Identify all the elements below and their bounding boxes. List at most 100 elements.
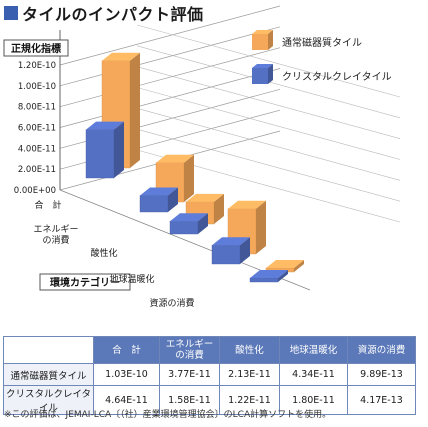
table-header-energy: エネルギー の消費	[159, 336, 220, 364]
bar-ceramic	[265, 260, 304, 273]
bar-front	[85, 129, 115, 179]
table-cell: 1.22E-11	[219, 385, 280, 415]
table-row: クリスタルクレイタイル 4.64E-11 1.58E-11 1.22E-11 1…	[3, 385, 416, 415]
grid-line	[59, 68, 281, 128]
bar-side	[294, 260, 304, 272]
bar-top	[170, 213, 208, 222]
table-cell: 2.13E-11	[219, 363, 280, 386]
grid-line	[136, 128, 401, 202]
table-cell: 4.34E-11	[279, 363, 348, 386]
legend-swatch-top	[252, 64, 273, 68]
ylabel: 正規化指標	[11, 42, 61, 55]
bar-crystal	[249, 270, 288, 283]
bar-top	[212, 237, 250, 246]
bar-top	[250, 270, 288, 278]
xlabel: 環境カテゴリー	[50, 276, 120, 289]
y-tick-label: 0.00E+00	[14, 186, 56, 196]
y-tick-label: 1.20E-10	[18, 61, 56, 71]
y-tick-label: 6.00E-11	[18, 124, 56, 134]
ylabel-frame	[3, 39, 69, 57]
xlabel-box: 環境カテゴリー	[39, 273, 131, 291]
bar-crystal	[211, 237, 250, 265]
legend-item-ceramic: 通常磁器質タイル	[252, 30, 362, 50]
table-cell: 4.17E-13	[347, 385, 416, 415]
bar-side	[198, 213, 208, 234]
category-label: の消費	[42, 234, 69, 246]
grid-line	[59, 47, 281, 108]
grid-line	[136, 87, 401, 160]
bar-top	[228, 200, 266, 209]
grid-line	[59, 26, 281, 87]
table-header-acidification: 酸性化	[219, 336, 280, 364]
legend-item-crystal: クリスタルクレイタイル	[252, 64, 392, 84]
legend-swatch-side	[268, 30, 273, 50]
table-cell: 3.77E-11	[159, 363, 220, 386]
grid-line	[136, 66, 401, 139]
grid-line	[136, 108, 401, 181]
bar-crystal	[169, 213, 208, 235]
bar-front	[249, 277, 279, 283]
bar-top	[86, 121, 124, 130]
data-table: 合 計 エネルギー の消費 酸性化 地球温暖化 資源の消費 通常磁器質タイル 1…	[3, 336, 416, 415]
page-title: タイルのインパクト評価	[22, 5, 204, 24]
grid-line	[136, 24, 401, 98]
table-header-global-warming: 地球温暖化	[279, 336, 348, 364]
y-tick-label: 4.00E-11	[18, 144, 56, 154]
table-row: 通常磁器質タイル 1.03E-10 3.77E-11 2.13E-11 4.34…	[3, 363, 416, 386]
table-cell: 9.89E-13	[347, 363, 416, 386]
table-cell: 1.58E-11	[159, 385, 220, 415]
xlabel-frame	[39, 273, 131, 291]
bar-top	[102, 52, 140, 61]
y-tick-labels: 1.20E-10 1.00E-10 8.00E-11 6.00E-11 4.00E-11…	[14, 61, 56, 196]
table-header-total: 合 計	[93, 336, 160, 364]
table-header-row: 合 計 エネルギー の消費 酸性化 地球温暖化 資源の消費	[3, 336, 416, 364]
category-label: 資源の消費	[149, 297, 194, 309]
category-label: エネルギー	[33, 224, 78, 235]
row-label-ceramic: 通常磁器質タイル	[3, 363, 94, 386]
table-cell: 1.80E-11	[279, 385, 348, 415]
bar-side	[130, 52, 140, 169]
table-header-resources: 資源の消費	[347, 336, 416, 364]
legend-swatch-top	[252, 30, 273, 34]
legend-label: クリスタルクレイタイル	[282, 71, 392, 83]
bar-side	[168, 187, 178, 212]
row-label-crystal: クリスタルクレイタイル	[3, 385, 94, 415]
bar-front	[211, 245, 241, 265]
bar-front	[139, 195, 169, 213]
bar-side	[240, 237, 250, 264]
table-corner	[3, 336, 94, 364]
data-table-wrap: 合 計 エネルギー の消費 酸性化 地球温暖化 資源の消費 通常磁器質タイル 1…	[3, 336, 416, 415]
category-label: 合 計	[34, 199, 61, 211]
grid-line	[59, 5, 281, 66]
ylabel-box: 正規化指標	[3, 39, 69, 57]
bar-side	[256, 200, 266, 254]
y-tick-label: 8.00E-11	[18, 103, 56, 113]
footnote: ※この評価は、JEMAI-LCA〔（社）産業環境管理協会〕のLCA計算ソフトを使…	[4, 410, 332, 420]
y-tick-label: 1.00E-10	[18, 82, 56, 92]
bar-side	[214, 193, 224, 224]
table-cell: 4.64E-11	[93, 385, 160, 415]
bar-top	[186, 193, 224, 202]
bar-side	[278, 270, 288, 282]
legend-swatch-front	[252, 68, 268, 84]
bar-front	[169, 221, 199, 235]
bar-crystal	[139, 187, 178, 213]
legend-label: 通常磁器質タイル	[282, 36, 362, 49]
bar-top	[266, 260, 304, 268]
title-row: タイルのインパクト評価	[4, 2, 204, 24]
impact-chart: 1.20E-10 1.00E-10 8.00E-11 6.00E-11 4.00E-11…	[3, 5, 401, 309]
bar-crystal	[85, 121, 124, 179]
y-tick-label: 2.00E-11	[18, 165, 56, 175]
bar-top	[156, 154, 194, 163]
bars	[85, 52, 304, 283]
table-cell: 1.03E-10	[93, 363, 160, 386]
bar-top	[140, 187, 178, 196]
category-label: 酸性化	[90, 247, 117, 259]
legend-swatch-front	[252, 34, 268, 50]
legend-swatch-side	[268, 64, 273, 84]
bar-side	[114, 121, 124, 178]
bar-side	[184, 154, 194, 202]
category-label: 地球温暖化	[109, 273, 154, 285]
